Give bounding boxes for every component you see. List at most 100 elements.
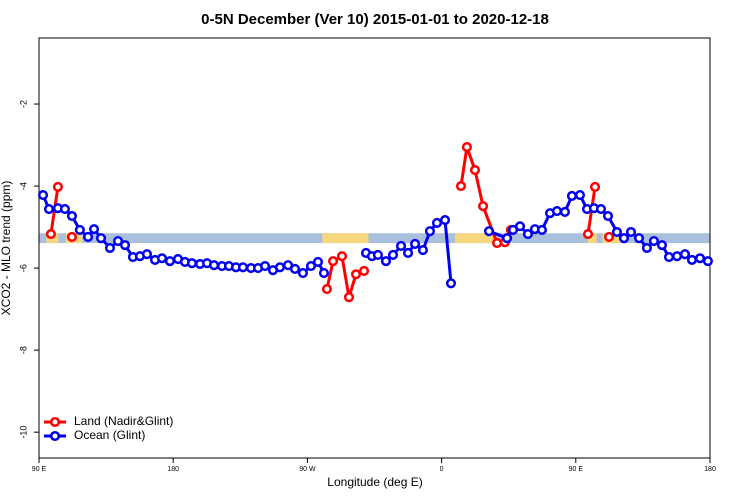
x-tick-label: 90 E: [32, 466, 47, 473]
data-point: [455, 181, 467, 192]
data-point: [492, 238, 503, 249]
y-axis-label: XCO2 - MLO trend (ppm): [0, 181, 13, 316]
data-point: [595, 203, 607, 215]
data-point: [186, 258, 198, 269]
data-point: [445, 278, 457, 289]
data-point: [380, 256, 392, 267]
y-tick-label: -10: [18, 426, 28, 439]
legend-label: Ocean (Glint): [74, 428, 145, 442]
data-point: [59, 203, 70, 215]
data-point: [663, 251, 675, 263]
data-point: [604, 231, 615, 242]
data-point: [83, 231, 94, 242]
data-point: [633, 233, 645, 244]
data-point: [483, 226, 495, 237]
data-point: [403, 247, 414, 258]
data-point: [321, 283, 332, 295]
data-point: [45, 229, 56, 240]
data-point: [88, 224, 100, 235]
data-point: [336, 251, 348, 262]
data-point: [574, 190, 586, 201]
data-point: [566, 190, 577, 201]
data-point: [237, 262, 249, 273]
data-point: [417, 245, 429, 256]
data-point: [478, 201, 489, 212]
data-point: [350, 269, 362, 280]
data-point: [589, 181, 601, 192]
surface-band: [39, 233, 710, 244]
data-point: [536, 224, 548, 236]
y-tick-label: -6: [18, 264, 28, 272]
legend-marker: [49, 416, 61, 428]
data-point: [260, 260, 271, 272]
data-point: [141, 249, 153, 260]
chart-title: 0-5N December (Ver 10) 2015-01-01 to 202…: [201, 11, 549, 28]
data-point: [679, 249, 690, 260]
data-point: [611, 226, 623, 238]
data-point: [209, 260, 220, 271]
data-point: [372, 249, 383, 261]
x-tick-label: 180: [704, 466, 716, 473]
series-line: [51, 147, 609, 297]
y-tick-label: -4: [18, 182, 28, 190]
data-point: [66, 210, 78, 222]
data-point: [318, 267, 330, 279]
x-tick-label: 0: [440, 466, 444, 473]
data-point: [694, 253, 706, 264]
data-point: [164, 256, 175, 267]
data-point: [502, 233, 513, 244]
data-point: [671, 251, 683, 262]
data-point: [656, 240, 668, 251]
data-point: [439, 215, 451, 226]
data-point: [359, 265, 370, 277]
data-point: [461, 142, 472, 153]
data-point: [387, 249, 399, 261]
data-point: [37, 190, 49, 201]
land-segment: [455, 233, 496, 244]
data-point: [297, 267, 308, 279]
data-point: [625, 226, 637, 238]
land-segment: [587, 233, 597, 244]
data-point: [424, 226, 436, 237]
data-point: [74, 224, 85, 236]
plot-frame: [38, 37, 711, 459]
data-point: [343, 292, 355, 303]
data-point: [559, 206, 570, 217]
data-point: [410, 238, 421, 249]
data-point: [602, 210, 614, 222]
x-tick-label: 90 E: [569, 466, 584, 473]
data-point: [104, 242, 116, 254]
data-point: [618, 233, 630, 244]
data-point: [112, 235, 124, 247]
data-point: [156, 253, 168, 264]
land-segment: [322, 233, 369, 244]
data-point: [514, 221, 526, 232]
data-point: [431, 217, 443, 229]
y-tick-label: -8: [18, 346, 28, 354]
data-point: [641, 242, 652, 254]
data-point: [395, 240, 407, 251]
data-point: [43, 203, 55, 215]
data-point: [551, 206, 563, 217]
legend-marker: [49, 430, 61, 442]
data-point: [469, 165, 481, 176]
data-point: [119, 240, 131, 251]
data-point: [522, 229, 533, 240]
data-point: [52, 181, 63, 192]
data-point: [686, 254, 698, 265]
data-point: [312, 256, 324, 267]
data-point: [327, 256, 339, 267]
y-tick-label: -2: [18, 100, 28, 108]
data-point: [305, 260, 317, 272]
data-point: [66, 231, 78, 242]
data-point: [582, 229, 594, 240]
x-tick-label: 180: [167, 466, 179, 473]
data-point: [702, 256, 713, 267]
x-tick-label: 90 W: [299, 466, 316, 473]
x-axis-label: Longitude (deg E): [327, 475, 422, 489]
data-point: [648, 235, 659, 247]
data-point: [289, 263, 301, 274]
data-point: [95, 233, 107, 244]
